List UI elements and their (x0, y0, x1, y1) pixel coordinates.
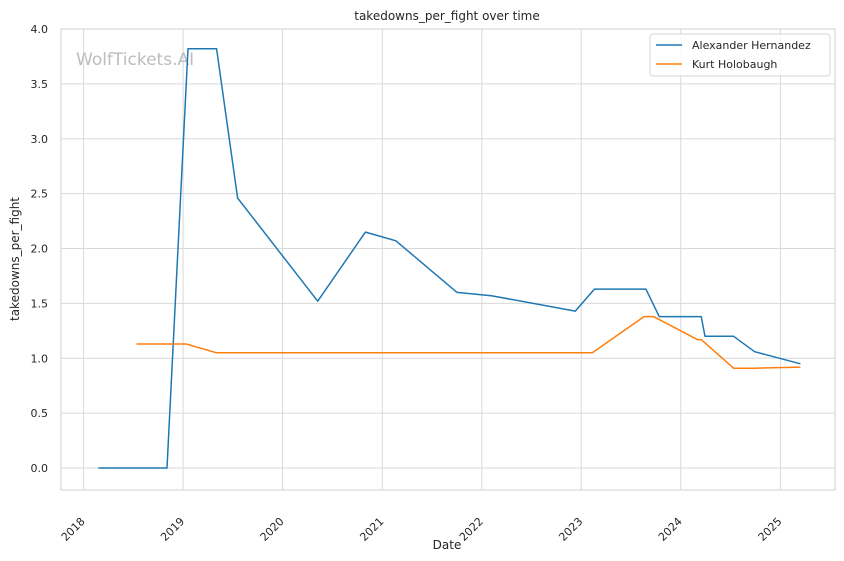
legend-label: Kurt Holobaugh (692, 58, 777, 71)
y-tick-label: 2.5 (31, 188, 49, 201)
y-axis-title: takedowns_per_fight (8, 197, 22, 321)
series-line-2 (136, 315, 801, 369)
y-tick-label: 3.5 (31, 78, 49, 91)
y-tick-label: 1.0 (31, 352, 49, 365)
y-tick-label: 0.5 (31, 407, 49, 420)
grid (61, 28, 835, 490)
y-tick-label: 1.5 (31, 297, 49, 310)
plot-area-frame (60, 28, 836, 491)
y-tick-label: 4.0 (31, 23, 49, 36)
series-line-1 (98, 48, 801, 469)
y-tick-label: 3.0 (31, 133, 49, 146)
x-tick-label: 2025 (756, 515, 785, 544)
y-tick-label: 2.0 (31, 243, 49, 256)
x-tick-label: 2018 (59, 515, 88, 544)
legend: Alexander Hernandez Kurt Holobaugh (649, 33, 831, 77)
x-tick-label: 2024 (656, 515, 685, 544)
watermark-text: WolfTickets.AI (76, 50, 194, 70)
x-tick-label: 2019 (158, 515, 187, 544)
x-tick-label: 2021 (357, 515, 386, 544)
y-tick-label: 0.0 (31, 462, 49, 475)
x-axis-title: Date (433, 538, 462, 552)
series-group (98, 48, 801, 469)
chart-title: takedowns_per_fight over time (354, 9, 540, 23)
x-axis-ticks: 2018 2019 2020 2021 2022 2023 2024 2025 (59, 515, 785, 544)
y-axis-ticks: 0.0 0.5 1.0 1.5 2.0 2.5 3.0 3.5 4.0 (31, 23, 49, 475)
legend-box (649, 33, 831, 77)
x-tick-label: 2023 (556, 515, 585, 544)
legend-label: Alexander Hernandez (692, 39, 811, 52)
x-tick-label: 2020 (258, 515, 287, 544)
